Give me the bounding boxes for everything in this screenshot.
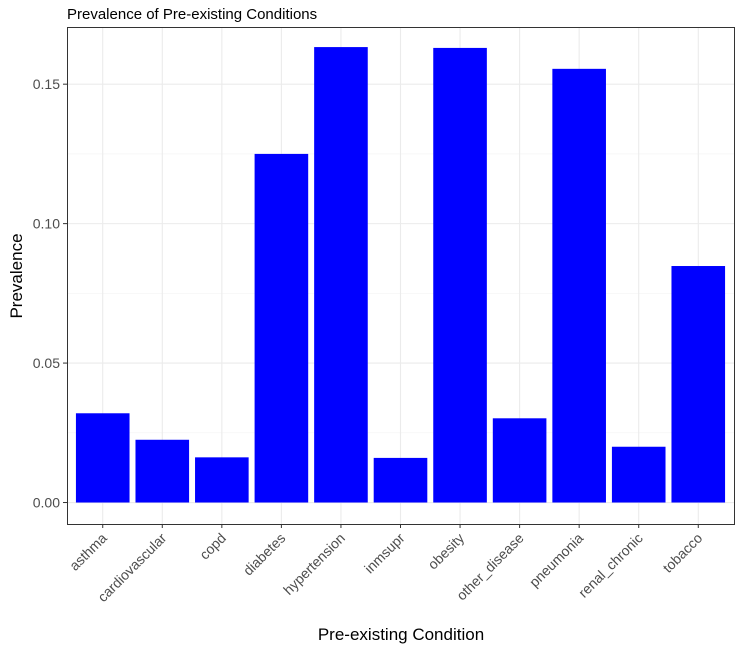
x-tick-label: inmsupr — [361, 530, 408, 577]
y-axis: 0.00 0.05 0.10 0.15 — [33, 76, 67, 511]
x-axis-title: Pre-existing Condition — [318, 625, 484, 644]
bar-hypertension — [314, 47, 368, 503]
x-tick-label: obesity — [424, 530, 467, 573]
bar-obesity — [433, 47, 487, 503]
bar-copd — [195, 457, 249, 503]
bar-cardiovascular — [135, 439, 190, 503]
bar-diabetes — [254, 153, 309, 503]
x-tick-label: diabetes — [240, 530, 289, 579]
bar-renal-chronic — [611, 446, 666, 503]
bar-asthma — [75, 413, 130, 503]
bar-pneumonia — [552, 68, 606, 503]
x-tick-label: renal_chronic — [575, 530, 646, 601]
y-tick-label: 0.10 — [33, 216, 60, 232]
y-tick-label: 0.05 — [33, 355, 60, 371]
bars — [75, 47, 726, 503]
y-tick-label: 0.15 — [33, 76, 60, 92]
bar-tobacco — [671, 266, 726, 503]
chart-title: Prevalence of Pre-existing Conditions — [67, 6, 317, 23]
x-tick-label: hypertension — [280, 530, 348, 598]
x-tick-label: tobacco — [659, 530, 705, 576]
bar-other-disease — [492, 418, 547, 503]
y-axis-title: Prevalence — [7, 233, 26, 318]
x-tick-label: pneumonia — [526, 530, 586, 590]
x-tick-label: asthma — [66, 530, 110, 574]
bar-inmsupr — [373, 457, 428, 503]
y-tick-label: 0.00 — [33, 495, 60, 511]
x-tick-label: copd — [196, 530, 229, 563]
